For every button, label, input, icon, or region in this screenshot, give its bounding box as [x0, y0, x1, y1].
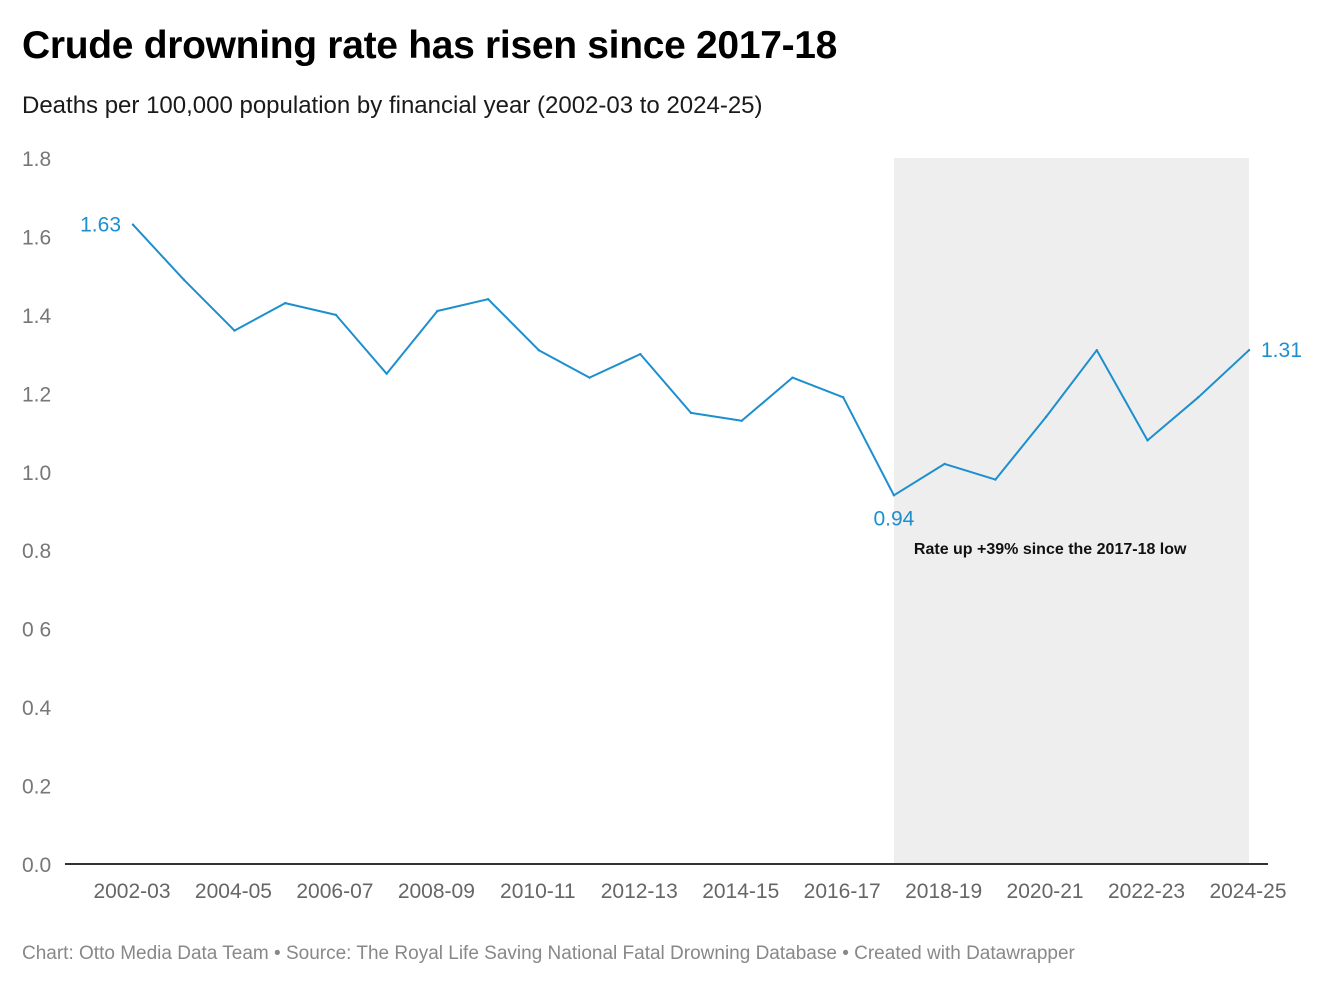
chart-subtitle: Deaths per 100,000 population by financi… [22, 92, 763, 119]
x-axis: 2002-03 2004-05 2006-07 2008-09 2010-11 2012-… [65, 863, 1287, 903]
data-point [892, 494, 896, 497]
y-tick-label: 1.4 [22, 305, 52, 328]
series-layer [131, 223, 1251, 497]
x-tick-label: 2012-13 [601, 880, 678, 903]
data-point [740, 419, 743, 422]
data-point [639, 352, 642, 356]
x-tick-label: 2018-19 [905, 880, 982, 903]
data-point [994, 478, 997, 481]
y-tick-label: 1.0 [22, 462, 51, 485]
data-point [1044, 415, 1048, 419]
data-label: 0.94 [873, 507, 914, 530]
data-point [436, 309, 439, 313]
data-point [791, 376, 794, 379]
x-tick-label: 2016-17 [804, 880, 881, 903]
y-tick-label: 0.0 [22, 854, 51, 877]
data-point [1095, 348, 1099, 352]
x-tick-label: 2022-23 [1108, 880, 1185, 903]
data-point [841, 396, 845, 399]
y-tick-label: 1.6 [22, 226, 51, 249]
data-point [385, 372, 388, 375]
y-tick-label: 0.2 [22, 776, 51, 799]
data-point [1146, 439, 1149, 442]
y-axis: 0.0 0.2 0.4 0 6 0.8 1.0 1.2 1.4 1.6 1.8 [22, 148, 52, 877]
y-tick-label: 0.8 [22, 540, 51, 563]
annotation-layer: Rate up +39% since the 2017-18 low [914, 541, 1187, 558]
x-tick-label: 2010-11 [500, 880, 576, 903]
data-point [486, 298, 490, 301]
chart-footer: Chart: Otto Media Data Team • Source: Th… [22, 943, 1075, 964]
data-point [334, 313, 338, 317]
y-tick-label: 1.2 [22, 383, 51, 406]
data-point [943, 462, 946, 466]
x-tick-label: 2008-09 [398, 880, 475, 903]
x-tick-label: 2014-15 [702, 880, 779, 903]
data-point [689, 411, 693, 415]
y-tick-label: 0.4 [22, 697, 52, 720]
data-point [1247, 348, 1251, 352]
data-label: 1.31 [1261, 339, 1302, 362]
x-tick-label: 2004-05 [195, 880, 272, 903]
data-label-layer: 1.63 0.94 1.31 [80, 214, 1302, 531]
x-tick-label: 2002-03 [93, 880, 170, 903]
annotation-text: Rate up +39% since the 2017-18 low [914, 541, 1187, 558]
data-point [537, 348, 541, 352]
data-point [283, 301, 287, 305]
y-tick-label: 0 6 [22, 619, 51, 642]
data-point [182, 278, 185, 281]
x-tick-label: 2020-21 [1007, 880, 1084, 903]
highlight-band [893, 158, 1249, 864]
data-label: 1.63 [80, 214, 121, 237]
x-tick-label: 2024-25 [1209, 880, 1286, 903]
highlight-band-layer [893, 158, 1249, 864]
x-tick-label: 2006-07 [296, 880, 373, 903]
y-tick-label: 1.8 [22, 148, 51, 171]
data-point [131, 223, 135, 226]
data-point [588, 376, 591, 379]
data-point [233, 329, 236, 332]
data-point [1197, 396, 1200, 399]
chart-title: Crude drowning rate has risen since 2017… [22, 24, 838, 67]
